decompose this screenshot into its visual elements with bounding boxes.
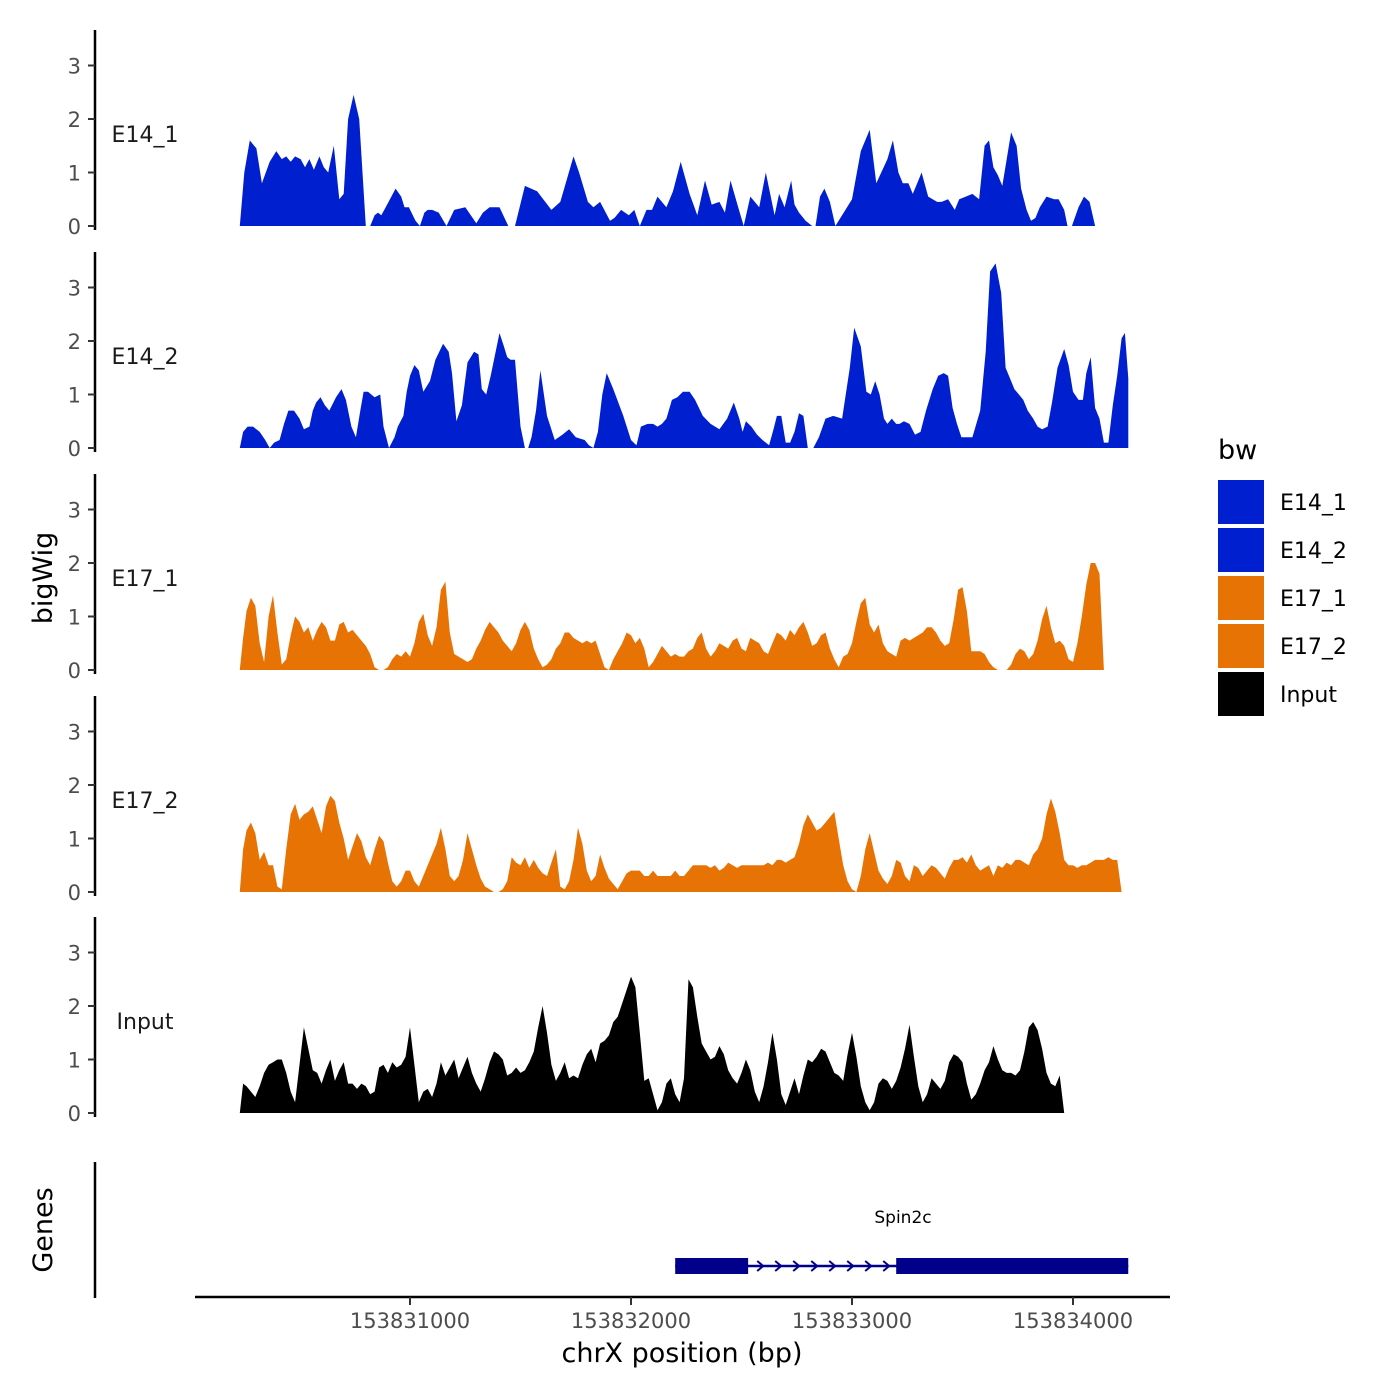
- y-tick-label: 1: [68, 384, 81, 408]
- strand-arrow: [810, 1260, 819, 1272]
- x-tick-label: 153832000: [571, 1309, 691, 1333]
- track-label: Input: [117, 1010, 174, 1035]
- y-tick-label: 1: [68, 1049, 81, 1073]
- coverage-area-e17-2: [239, 795, 1122, 892]
- legend-title: bw: [1218, 435, 1257, 466]
- gene-exon: [675, 1258, 749, 1274]
- track-panel-e17-2: 0 1 2 3 E17_2: [68, 696, 1122, 905]
- y-tick-label: 0: [68, 881, 81, 905]
- legend-label: E14_2: [1280, 539, 1347, 564]
- y-tick-label: 3: [68, 277, 81, 301]
- coverage-area-input: [239, 976, 1065, 1113]
- gene-label: Spin2c: [874, 1208, 931, 1228]
- legend-key-input: [1218, 672, 1264, 716]
- y-tick-label: 2: [68, 108, 81, 132]
- strand-arrow: [846, 1260, 855, 1272]
- y-tick-label: 2: [68, 330, 81, 354]
- track-label: E14_2: [112, 345, 179, 370]
- track-panel-input: 0 1 2 3 Input: [68, 917, 1065, 1126]
- coverage-area-e14-2: [239, 263, 1129, 448]
- coverage-area-e14-1: [239, 94, 1122, 227]
- track-panel-e17-1: 0 1 2 3 E17_1: [68, 474, 1104, 683]
- strand-arrow: [756, 1260, 765, 1272]
- gene-panel-title: Genes: [28, 1187, 59, 1272]
- coverage-area-e17-1: [239, 563, 1104, 670]
- gene-model: Spin2c: [675, 1208, 1129, 1274]
- x-tick-label: 153833000: [792, 1309, 912, 1333]
- gene-panel: Genes Spin2c: [28, 1162, 1129, 1298]
- track-panels: 0 1 2 3 E14_1 0 1 2 3 E14_2 0 1 2 3 E17_1 0 1 2 3 E17_2 0 1 2 3…: [68, 30, 1129, 1126]
- strand-arrow: [828, 1260, 837, 1272]
- legend-key-e17-2: [1218, 624, 1264, 668]
- y-axis-title: bigWig: [28, 532, 59, 625]
- y-tick-label: 2: [68, 774, 81, 798]
- y-tick-label: 2: [68, 552, 81, 576]
- legend-label: E17_1: [1280, 587, 1347, 612]
- legend-key-e14-2: [1218, 528, 1264, 572]
- track-label: E14_1: [112, 123, 179, 148]
- legend-key-e17-1: [1218, 576, 1264, 620]
- track-panel-e14-2: 0 1 2 3 E14_2: [68, 252, 1129, 461]
- strand-arrow: [792, 1260, 801, 1272]
- gene-exon: [896, 1258, 1129, 1274]
- strand-arrow: [774, 1260, 783, 1272]
- y-tick-label: 0: [68, 437, 81, 461]
- track-label: E17_2: [112, 789, 179, 814]
- legend: bw E14_1 E14_2 E17_1 E17_2 Input: [1218, 435, 1347, 716]
- y-tick-label: 1: [68, 162, 81, 186]
- x-tick-label: 153834000: [1013, 1309, 1133, 1333]
- legend-label: E17_2: [1280, 635, 1347, 660]
- strand-arrow: [882, 1260, 891, 1272]
- x-tick-label: 153831000: [350, 1309, 470, 1333]
- y-tick-label: 1: [68, 606, 81, 630]
- legend-key-e14-1: [1218, 480, 1264, 524]
- y-tick-label: 2: [68, 995, 81, 1019]
- x-axis-title: chrX position (bp): [561, 1338, 802, 1369]
- y-tick-label: 1: [68, 828, 81, 852]
- y-tick-label: 3: [68, 721, 81, 745]
- track-panel-e14-1: 0 1 2 3 E14_1: [68, 30, 1122, 239]
- track-label: E17_1: [112, 567, 179, 592]
- y-tick-label: 3: [68, 55, 81, 79]
- y-tick-label: 3: [68, 942, 81, 966]
- y-tick-label: 0: [68, 215, 81, 239]
- legend-label: E14_1: [1280, 491, 1347, 516]
- legend-label: Input: [1280, 683, 1337, 708]
- y-tick-label: 0: [68, 659, 81, 683]
- x-axis: 153831000 153832000 153833000 153834000: [195, 1295, 1170, 1333]
- y-tick-label: 3: [68, 499, 81, 523]
- y-tick-label: 0: [68, 1102, 81, 1126]
- strand-arrow: [864, 1260, 873, 1272]
